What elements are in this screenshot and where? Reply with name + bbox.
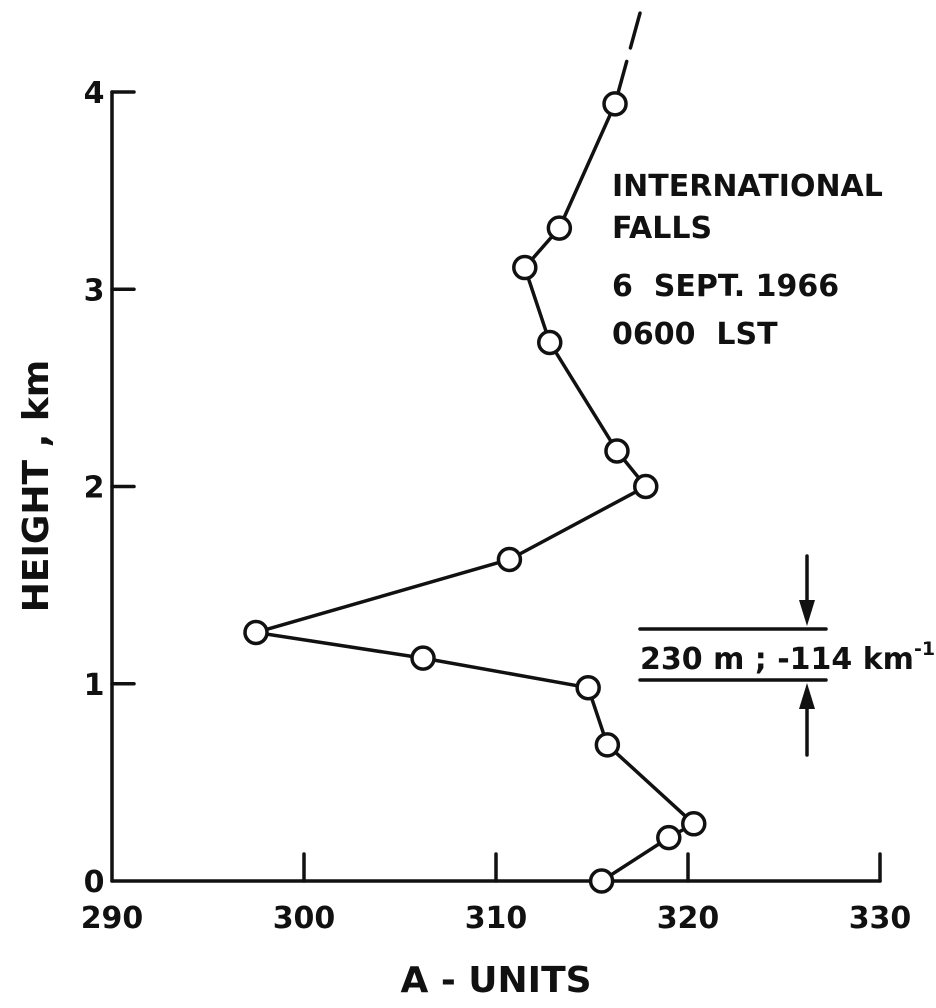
y-tick-label: 3 — [84, 273, 105, 308]
y-tick-label: 0 — [84, 865, 105, 900]
x-tick-label: 310 — [465, 901, 528, 936]
data-point — [633, 473, 659, 500]
x-ticks: 290 300 310 320 330 — [81, 852, 912, 936]
x-axis-title: A - UNITS — [400, 960, 591, 1001]
station-line-2: FALLS — [612, 211, 712, 246]
data-point — [588, 868, 615, 894]
data-point — [537, 329, 563, 356]
x-tick-label: 300 — [273, 901, 336, 936]
series-line — [254, 102, 696, 883]
layer-label-text: 230 m ; -114 km — [640, 642, 914, 677]
x-tick-label: 330 — [849, 901, 912, 936]
y-tick-label: 2 — [84, 471, 105, 506]
y-axis-title: HEIGHT , km — [16, 360, 57, 613]
y-ticks: 0 1 2 3 4 — [84, 76, 136, 900]
data-point — [546, 215, 573, 241]
layer-annotation: 230 m ; -114 km-1 — [638, 554, 935, 757]
data-point — [512, 254, 538, 281]
y-tick-label: 4 — [84, 76, 105, 111]
data-point — [681, 811, 707, 837]
station-line-3: 6 SEPT. 1966 — [612, 269, 839, 304]
layer-label-exponent: -1 — [914, 638, 935, 660]
data-point — [243, 619, 269, 646]
series-1 — [243, 11, 707, 894]
axes — [110, 90, 882, 883]
layer-label: 230 m ; -114 km-1 — [640, 638, 935, 677]
data-point — [575, 674, 601, 701]
x-tick-label: 320 — [657, 901, 720, 936]
data-point — [594, 732, 621, 758]
station-line-1: INTERNATIONAL — [612, 169, 883, 204]
data-point — [604, 438, 630, 464]
data-point — [656, 824, 682, 851]
y-tick-label: 1 — [84, 668, 105, 703]
series-continuation — [613, 11, 642, 106]
data-point — [602, 91, 628, 117]
x-tick-label: 290 — [81, 901, 144, 936]
station-annotation: INTERNATIONAL FALLS 6 SEPT. 1966 0600 LS… — [612, 169, 883, 352]
arrow-down-head-icon — [799, 600, 815, 626]
data-point — [410, 645, 436, 671]
arrow-up-head-icon — [799, 683, 815, 709]
station-line-4: 0600 LST — [612, 317, 778, 352]
data-point — [496, 546, 523, 573]
